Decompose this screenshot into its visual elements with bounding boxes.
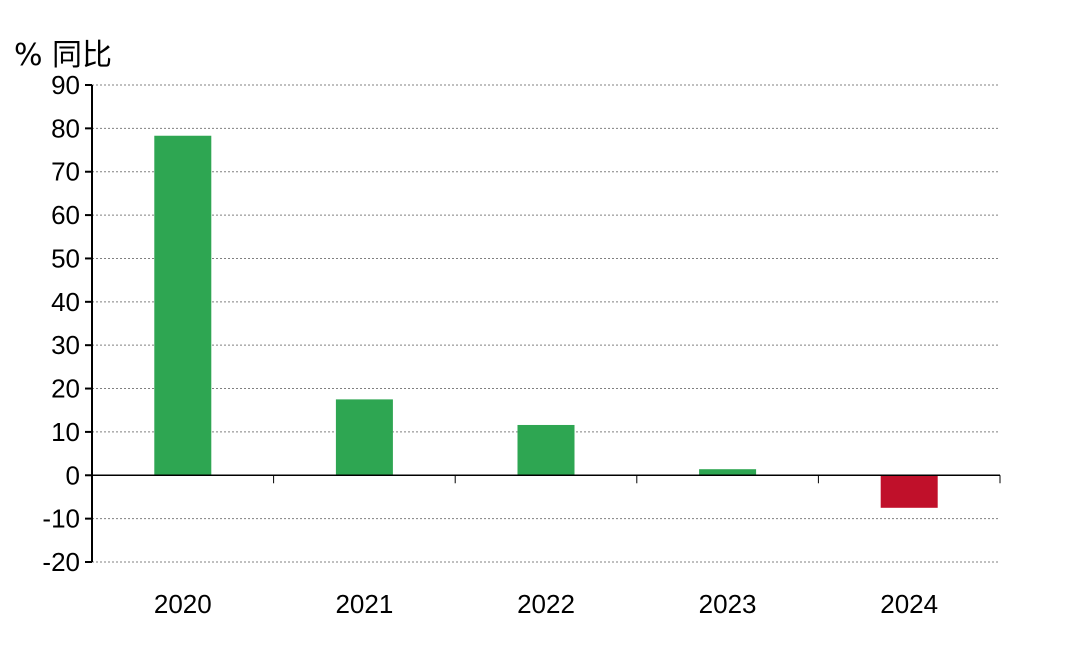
y-axis-label: % 同比 [14,38,113,73]
x-tick-label-2023: 2023 [699,589,757,619]
x-tick-label-2020: 2020 [154,589,212,619]
y-tick-label: 10 [51,417,80,447]
y-tick-label: 40 [51,287,80,317]
y-tick-label: -10 [42,504,80,534]
x-tick-label-2024: 2024 [880,589,938,619]
y-tick-label: 20 [51,374,80,404]
y-tick-label: 90 [51,70,80,100]
y-tick-label: 50 [51,243,80,273]
bar-2021 [335,399,393,476]
y-tick-label: 30 [51,330,80,360]
y-tick-label: 60 [51,200,80,230]
bar-2023 [699,469,757,476]
bar-2024 [880,475,938,508]
bar-2020 [154,135,212,476]
x-tick-label-2022: 2022 [517,589,575,619]
y-tick-label: 0 [66,460,80,490]
y-tick-label: -20 [42,547,80,577]
y-tick-label: 70 [51,157,80,187]
y-tick-label: 80 [51,113,80,143]
bar-2022 [517,424,575,476]
x-tick-label-2021: 2021 [335,589,393,619]
